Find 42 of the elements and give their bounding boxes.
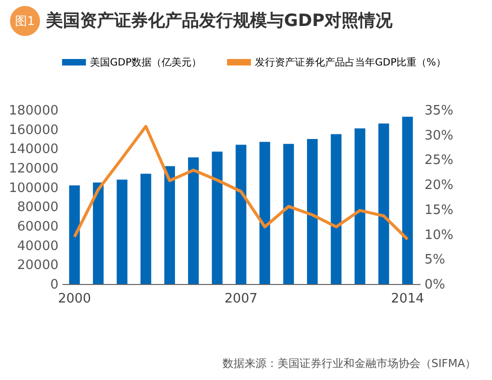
y2-tick-label: 30%: [424, 128, 454, 144]
bar: [259, 142, 270, 284]
bar: [283, 144, 294, 284]
source-note: 数据来源：美国证券行业和金融市场协会（SIFMA）: [222, 356, 476, 371]
y2-tick-label: 0%: [424, 278, 446, 292]
legend-label: 发行资产证券化产品占当年GDP比重（%）: [255, 56, 446, 68]
caption: 图1: [10, 6, 40, 36]
y-tick-label: 140000: [8, 142, 58, 158]
bar: [69, 185, 80, 284]
y-tick-label: 180000: [8, 104, 58, 118]
x-tick-label: 2014: [390, 292, 424, 306]
bar: [92, 182, 104, 284]
y2-tick-label: 15%: [424, 202, 454, 218]
y-tick-label: 0: [50, 278, 58, 292]
bar: [330, 134, 342, 284]
y-tick-label: 40000: [17, 238, 58, 254]
legend-label: 美国GDP数据（亿美元）: [90, 56, 202, 68]
y-tick-label: 100000: [8, 180, 58, 196]
y-tick-label: 80000: [17, 200, 58, 216]
y-tick-label: 120000: [8, 162, 58, 176]
x-tick-label: 2000: [58, 292, 92, 306]
bar: [164, 166, 175, 284]
y2-tick-label: 20%: [424, 178, 454, 194]
y-tick-label: 20000: [17, 258, 58, 274]
bar: [116, 180, 128, 284]
chart-title: 美国资产证券化产品发行规模与GDP对照情况: [46, 10, 393, 32]
bar: [188, 157, 199, 284]
bar: [378, 124, 390, 284]
y2-tick-label: 10%: [424, 228, 454, 243]
y-tick-label: 60000: [17, 220, 58, 234]
y-tick-label: 160000: [8, 122, 58, 138]
y2-tick-label: 35%: [424, 104, 454, 118]
y2-tick-label: 5%: [424, 252, 446, 268]
line-series: [72, 124, 410, 241]
bar: [212, 152, 223, 284]
bar: [236, 144, 246, 284]
bar: [307, 139, 318, 284]
bar: [402, 116, 413, 284]
bar: [354, 128, 366, 284]
x-tick-label: 2007: [224, 292, 258, 306]
y2-tick-label: 25%: [424, 153, 454, 168]
bar: [140, 174, 152, 284]
